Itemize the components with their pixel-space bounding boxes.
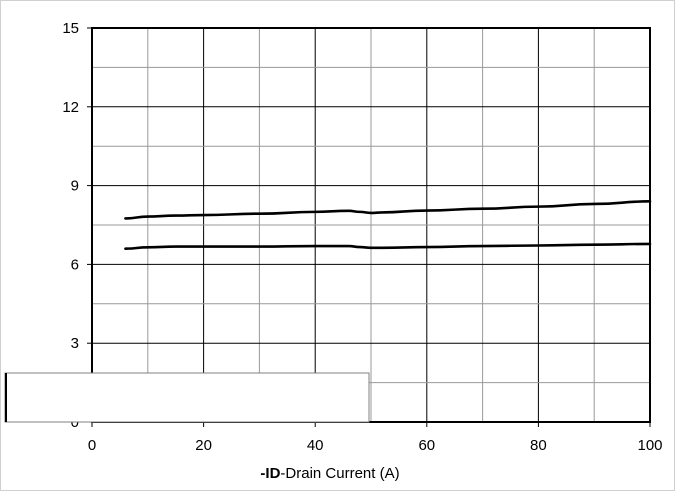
series-layer	[124, 200, 652, 250]
y-tick-label-9: 9	[71, 178, 79, 195]
x-axis-title: -ID-Drain Current (A)	[260, 465, 399, 482]
series-line-1	[124, 200, 652, 220]
series-line-2	[124, 242, 652, 250]
tick-labels: 02040608010003691215	[62, 20, 662, 454]
x-axis-title-rest: -Drain Current (A)	[280, 465, 399, 482]
y-tick-label-12: 12	[62, 99, 79, 116]
y-tick-label-3: 3	[71, 335, 79, 352]
legend-box	[4, 372, 370, 423]
x-tick-label-0: 0	[88, 437, 96, 454]
x-tick-label-40: 40	[307, 437, 324, 454]
y-tick-label-15: 15	[62, 20, 79, 37]
x-axis-title-bold: -ID	[260, 465, 280, 482]
x-tick-label-100: 100	[637, 437, 662, 454]
grid	[92, 28, 650, 422]
plot-border	[91, 27, 651, 423]
x-tick-label-80: 80	[530, 437, 547, 454]
x-tick-label-60: 60	[418, 437, 435, 454]
y-tick-label-6: 6	[71, 256, 79, 273]
x-tick-label-20: 20	[195, 437, 212, 454]
